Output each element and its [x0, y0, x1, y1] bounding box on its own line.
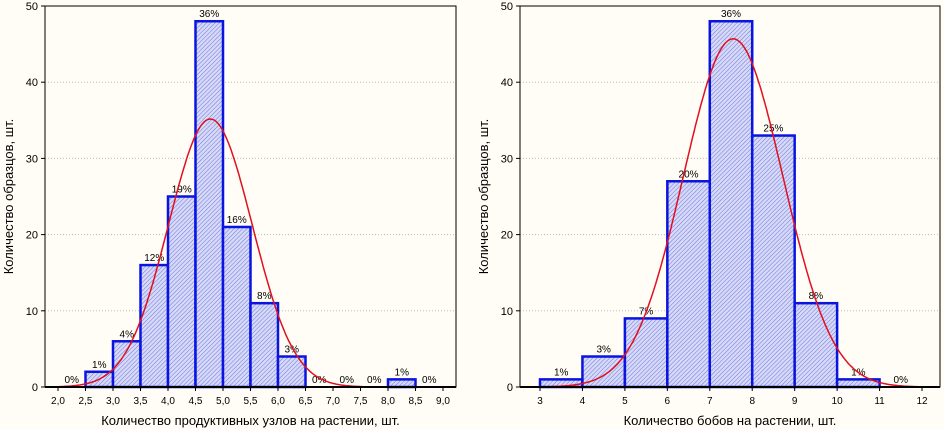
x-tick-label: 3,5 — [134, 396, 148, 407]
bar-percent-label: 4% — [120, 329, 135, 340]
chart-1: 0 10 20 30 40 50 0% 1% 4% 12% 19% 36% 16% 8% 3% 0% 0% 0% 1… — [1, 1, 457, 428]
bar-percent-label: 19% — [172, 185, 192, 196]
bar-percent-label: 1% — [554, 367, 569, 378]
y-tick-label: 20 — [501, 230, 513, 242]
bar-percent-label: 0% — [65, 375, 80, 386]
x-tick-label: 8,0 — [381, 396, 395, 407]
x-tick-label: 9 — [792, 396, 798, 407]
bar-percent-label: 0% — [312, 375, 327, 386]
bar-percent-label: 1% — [92, 360, 107, 371]
bar-percent-label: 0% — [422, 375, 437, 386]
histogram-bar — [249, 301, 280, 389]
bar-percent-label: 8% — [809, 291, 824, 302]
x-tick-label: 5 — [622, 396, 628, 407]
histogram-bar — [194, 19, 225, 389]
x-tick-label: 3 — [537, 396, 543, 407]
y-axis-title: Количество образцов, шт. — [476, 119, 491, 275]
bar-percent-label: 36% — [721, 9, 741, 20]
x-tick-label: 5,0 — [216, 396, 230, 407]
x-tick-label: 2,5 — [79, 396, 93, 407]
histogram-bar — [623, 317, 669, 389]
x-axis-title: Количество бобов на растении, шт. — [624, 413, 837, 428]
x-tick-label: 4,5 — [189, 396, 203, 407]
bar-percent-label: 1% — [395, 367, 410, 378]
histogram-bar — [750, 134, 796, 389]
y-tick-label: 20 — [26, 230, 38, 242]
x-tick-label: 6,5 — [299, 396, 313, 407]
x-tick-label: 3,0 — [106, 396, 120, 407]
y-tick-label: 50 — [26, 1, 38, 13]
bar-percent-label: 3% — [285, 345, 300, 356]
histogram-bar — [221, 225, 252, 389]
histogram-bar — [708, 19, 754, 389]
x-tick-label: 6 — [665, 396, 671, 407]
y-tick-label: 10 — [26, 306, 38, 318]
x-tick-label: 7,5 — [354, 396, 368, 407]
bar-percent-label: 8% — [257, 291, 272, 302]
bar-percent-label: 36% — [199, 9, 219, 20]
y-axis-title: Количество образцов, шт. — [1, 119, 16, 275]
x-tick-label: 2,0 — [51, 396, 65, 407]
x-tick-label: 4 — [580, 396, 586, 407]
bar-percent-label: 16% — [227, 215, 247, 226]
histogram-bar — [166, 195, 197, 389]
bar-percent-label: 20% — [679, 169, 699, 180]
bar-percent-label: 0% — [367, 375, 382, 386]
y-tick-label: 30 — [501, 153, 513, 165]
x-tick-label: 8,5 — [409, 396, 423, 407]
x-axis-title: Количество продуктивных узлов на растени… — [101, 413, 400, 428]
x-tick-label: 11 — [874, 396, 885, 407]
y-tick-label: 40 — [501, 77, 513, 89]
histogram-bar — [666, 180, 712, 389]
x-tick-label: 5,5 — [244, 396, 258, 407]
bar-percent-label: 12% — [144, 253, 164, 264]
y-tick-label: 50 — [501, 1, 513, 13]
x-tick-label: 10 — [832, 396, 844, 407]
x-tick-label: 8 — [749, 396, 755, 407]
bar-percent-label: 0% — [894, 375, 909, 386]
y-tick-label: 0 — [507, 382, 513, 394]
y-tick-label: 30 — [26, 153, 38, 165]
y-tick-label: 0 — [32, 382, 38, 394]
histogram-bar — [793, 301, 839, 389]
y-tick-label: 40 — [26, 77, 38, 89]
x-tick-label: 9,0 — [436, 396, 450, 407]
normal-fit-curve — [540, 38, 922, 388]
x-tick-label: 12 — [916, 396, 928, 407]
x-tick-label: 7,0 — [326, 396, 340, 407]
histogram-bar — [139, 263, 170, 389]
y-tick-label: 10 — [501, 306, 513, 318]
x-tick-label: 4,0 — [161, 396, 175, 407]
bar-percent-label: 0% — [340, 375, 355, 386]
bar-percent-label: 25% — [763, 124, 783, 135]
x-tick-label: 7 — [707, 396, 713, 407]
bar-percent-label: 3% — [596, 345, 611, 356]
x-tick-label: 6,0 — [271, 396, 285, 407]
histogram-bar — [386, 378, 417, 389]
